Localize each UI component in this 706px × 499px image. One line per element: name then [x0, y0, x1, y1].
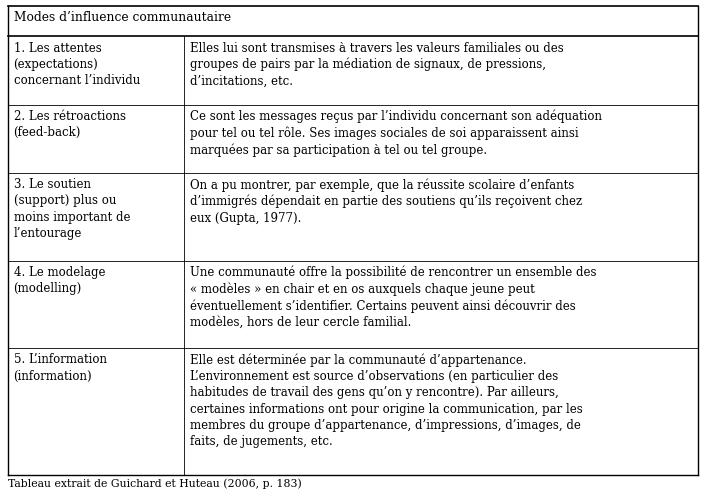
Text: 4. Le modelage
(modelling): 4. Le modelage (modelling) [13, 266, 105, 295]
Text: On a pu montrer, par exemple, que la réussite scolaire d’enfants
d’immigrés dépe: On a pu montrer, par exemple, que la réu… [189, 178, 582, 225]
Text: Tableau extrait de Guichard et Huteau (2006, p. 183): Tableau extrait de Guichard et Huteau (2… [8, 479, 301, 489]
Text: 2. Les rétroactions
(feed-back): 2. Les rétroactions (feed-back) [13, 110, 126, 139]
Text: 1. Les attentes
(expectations)
concernant l’individu: 1. Les attentes (expectations) concernan… [13, 41, 140, 87]
Text: Une communauté offre la possibilité de rencontrer un ensemble des
« modèles » en: Une communauté offre la possibilité de r… [189, 266, 596, 329]
Text: Modes d’influence communautaire: Modes d’influence communautaire [13, 11, 231, 24]
Text: Ce sont les messages reçus par l’individu concernant son adéquation
pour tel ou : Ce sont les messages reçus par l’individ… [189, 110, 602, 157]
Text: Elles lui sont transmises à travers les valeurs familiales ou des
groupes de pai: Elles lui sont transmises à travers les … [189, 41, 563, 87]
Text: 3. Le soutien
(support) plus ou
moins important de
l’entourage: 3. Le soutien (support) plus ou moins im… [13, 178, 130, 240]
Text: 5. L’information
(information): 5. L’information (information) [13, 353, 107, 383]
Text: Elle est déterminée par la communauté d’appartenance.
L’environnement est source: Elle est déterminée par la communauté d’… [189, 353, 582, 448]
